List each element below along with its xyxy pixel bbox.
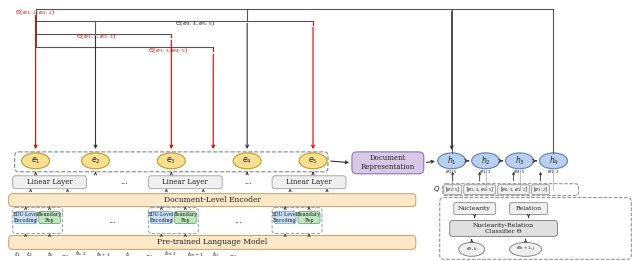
- Text: EDU-Level
Encoding: EDU-Level Encoding: [148, 212, 175, 223]
- Text: ...: ...: [234, 217, 242, 224]
- Text: $\Theta(e_{1:2}, e_{3:3})$: $\Theta(e_{1:2}, e_{3:3})$: [76, 32, 115, 41]
- Text: Nuclearity-Relation
Classifier Θ: Nuclearity-Relation Classifier Θ: [473, 223, 534, 234]
- Text: $e_4$: $e_4$: [243, 156, 252, 166]
- FancyBboxPatch shape: [9, 194, 416, 207]
- Ellipse shape: [506, 153, 534, 169]
- Text: ...: ...: [61, 250, 68, 258]
- FancyBboxPatch shape: [454, 203, 495, 215]
- Text: ...: ...: [109, 217, 116, 224]
- Text: $\Theta(e_{1:3}, e_{4:5})$: $\Theta(e_{1:3}, e_{4:5})$: [148, 46, 188, 55]
- Ellipse shape: [81, 153, 109, 169]
- Text: Linear Layer: Linear Layer: [286, 178, 332, 186]
- Text: $h_1$: $h_1$: [447, 155, 456, 167]
- FancyBboxPatch shape: [532, 185, 550, 195]
- FancyBboxPatch shape: [13, 176, 86, 189]
- Text: EDU-Level
Encoding: EDU-Level Encoding: [272, 212, 298, 223]
- Text: $e_{4:5}$: $e_{4:5}$: [513, 168, 526, 176]
- FancyBboxPatch shape: [450, 221, 557, 236]
- Ellipse shape: [509, 242, 541, 256]
- Text: Boundary
Rep: Boundary Rep: [173, 212, 197, 223]
- Ellipse shape: [233, 153, 261, 169]
- Text: $e_2$: $e_2$: [91, 156, 100, 166]
- Text: $t_{m-1}$: $t_{m-1}$: [187, 250, 204, 259]
- Text: ...: ...: [230, 250, 237, 258]
- Ellipse shape: [540, 153, 568, 169]
- Text: $[e_{4:3}, e_{1:2}]$: $[e_{4:3}, e_{1:2}]$: [500, 185, 527, 194]
- FancyBboxPatch shape: [272, 176, 346, 189]
- Ellipse shape: [472, 153, 500, 169]
- FancyBboxPatch shape: [498, 185, 529, 195]
- Text: $[e_{1:5}]$: $[e_{1:5}]$: [445, 185, 460, 194]
- Text: $e_1$: $e_1$: [31, 156, 40, 166]
- FancyBboxPatch shape: [298, 212, 320, 223]
- Text: $h_2$: $h_2$: [481, 155, 490, 167]
- Text: Boundary
Rep: Boundary Rep: [297, 212, 321, 223]
- Text: ...: ...: [120, 178, 129, 186]
- FancyBboxPatch shape: [9, 235, 416, 249]
- Text: Linear Layer: Linear Layer: [27, 178, 72, 186]
- Text: Pre-trained Language Model: Pre-trained Language Model: [157, 238, 268, 246]
- Text: $t_{m,2}$: $t_{m,2}$: [164, 250, 177, 258]
- Ellipse shape: [299, 153, 327, 169]
- Text: $[e_{1:2}]$: $[e_{1:2}]$: [533, 185, 548, 194]
- Text: $t_1$: $t_1$: [14, 250, 21, 259]
- FancyBboxPatch shape: [444, 185, 461, 195]
- Text: EDU-Level
Encoding: EDU-Level Encoding: [12, 212, 39, 223]
- FancyBboxPatch shape: [274, 212, 296, 223]
- FancyBboxPatch shape: [509, 203, 547, 215]
- Text: $h_4$: $h_4$: [548, 155, 559, 167]
- Text: $t_n$: $t_n$: [212, 250, 219, 259]
- FancyBboxPatch shape: [174, 212, 196, 223]
- Text: Document-Level Encoder: Document-Level Encoder: [164, 196, 260, 204]
- Text: Linear Layer: Linear Layer: [163, 178, 208, 186]
- Text: $e_{k+1,j}$: $e_{k+1,j}$: [516, 245, 536, 254]
- Ellipse shape: [157, 153, 186, 169]
- FancyBboxPatch shape: [38, 212, 61, 223]
- FancyBboxPatch shape: [352, 152, 424, 174]
- Text: Boundary
Rep: Boundary Rep: [38, 212, 61, 223]
- Text: $t_{k,2}$: $t_{k,2}$: [75, 250, 86, 258]
- Text: $t_2$: $t_2$: [26, 250, 33, 259]
- Text: $e_5$: $e_5$: [308, 156, 318, 166]
- Text: $t_i$: $t_i$: [125, 250, 130, 259]
- Text: Document
Representation: Document Representation: [361, 154, 415, 171]
- Text: $\Theta(e_{1:1}, e_{2:2})$: $\Theta(e_{1:1}, e_{2:2})$: [15, 8, 54, 17]
- Text: Relation: Relation: [515, 206, 541, 211]
- Text: $e_{1:5}$: $e_{1:5}$: [445, 168, 458, 176]
- Text: $\Theta(e_{4:4}, e_{5:5})$: $\Theta(e_{4:4}, e_{5:5})$: [175, 19, 215, 28]
- Text: $Q$: $Q$: [433, 184, 440, 194]
- FancyBboxPatch shape: [464, 185, 495, 195]
- Text: $e_{1:3}$: $e_{1:3}$: [479, 168, 492, 176]
- Text: ...: ...: [244, 178, 252, 186]
- FancyBboxPatch shape: [148, 176, 222, 189]
- Text: $[e_{1:3}, e_{4:5}]$: $[e_{1:3}, e_{4:5}]$: [466, 185, 493, 194]
- Text: $e_3$: $e_3$: [166, 156, 176, 166]
- FancyBboxPatch shape: [15, 212, 36, 223]
- Ellipse shape: [438, 153, 466, 169]
- Text: Nuclearity: Nuclearity: [458, 206, 491, 211]
- Text: $t_{k+1}$: $t_{k+1}$: [96, 250, 111, 259]
- Text: $t_k$: $t_k$: [47, 250, 54, 259]
- Ellipse shape: [459, 242, 484, 256]
- Ellipse shape: [22, 153, 49, 169]
- Text: $e_{i,k}$: $e_{i,k}$: [466, 246, 477, 253]
- Text: ...: ...: [145, 250, 152, 258]
- Text: $e_{1:2}$: $e_{1:2}$: [547, 168, 560, 176]
- Text: $h_3$: $h_3$: [515, 155, 525, 167]
- FancyBboxPatch shape: [150, 212, 172, 223]
